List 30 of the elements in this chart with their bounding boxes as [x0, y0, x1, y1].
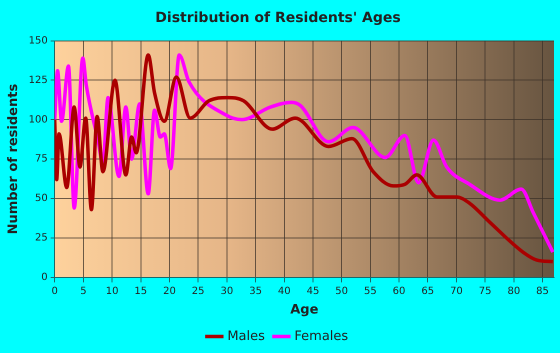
y-axis-title: Number of residents — [6, 84, 22, 234]
legend-label: Males — [227, 328, 266, 344]
x-tick-label: 60 — [392, 286, 406, 297]
y-tick-label: 150 — [28, 35, 48, 46]
x-tick-label: 35 — [249, 286, 262, 297]
y-tick-label: 125 — [28, 74, 48, 86]
y-tick-label: 0 — [41, 272, 48, 283]
y-tick-label: 25 — [34, 232, 48, 244]
y-tick-label: 75 — [34, 154, 48, 165]
y-tick-label: 100 — [28, 114, 48, 126]
x-tick-label: 20 — [163, 286, 176, 297]
x-tick-label: 75 — [478, 286, 492, 297]
x-axis-title: Age — [290, 302, 319, 318]
y-tick-label: 50 — [34, 193, 48, 204]
x-tick-label: 55 — [364, 286, 377, 297]
chart-title: Distribution of Residents' Ages — [155, 10, 401, 26]
x-tick-label: 15 — [134, 286, 148, 297]
x-tick-label: 70 — [450, 286, 463, 297]
x-tick-label: 85 — [536, 286, 549, 297]
x-tick-label: 10 — [106, 286, 118, 297]
x-tick-label: 50 — [335, 286, 348, 297]
x-tick-label: 65 — [421, 286, 434, 297]
x-tick-label: 80 — [507, 286, 520, 297]
x-tick-label: 40 — [278, 286, 291, 297]
x-tick-label: 45 — [306, 286, 320, 297]
x-tick-label: 0 — [52, 286, 58, 297]
legend-label: Females — [294, 328, 348, 344]
x-tick-label: 5 — [80, 286, 87, 297]
x-tick-label: 30 — [220, 286, 234, 297]
x-tick-label: 25 — [192, 286, 205, 297]
